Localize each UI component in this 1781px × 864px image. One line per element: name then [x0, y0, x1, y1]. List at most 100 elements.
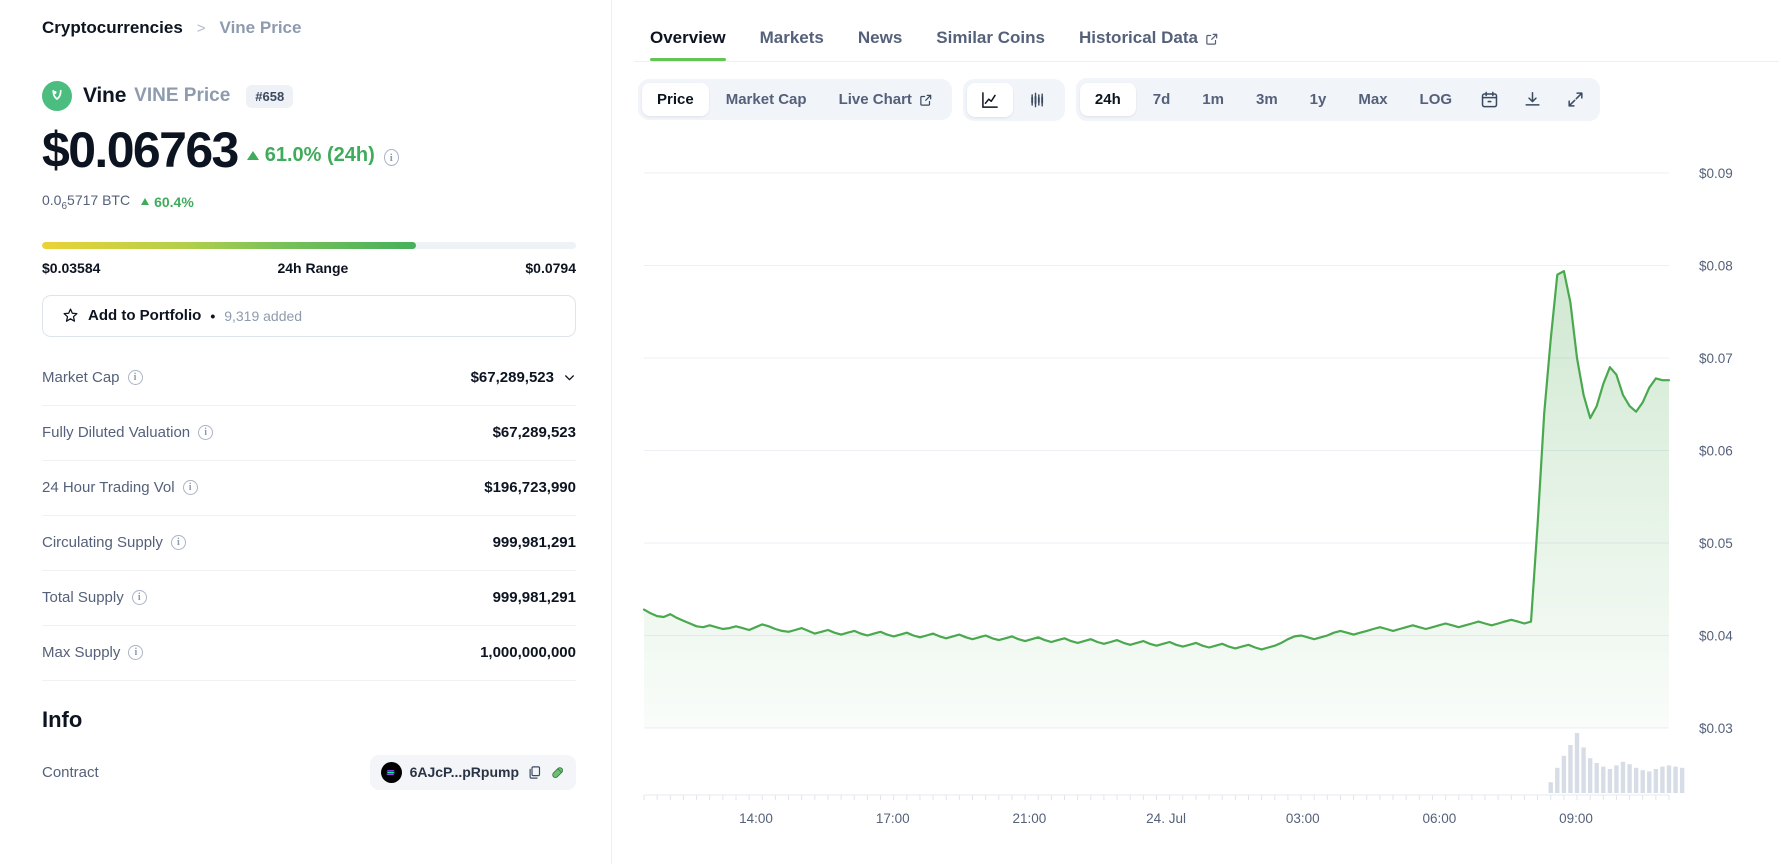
tab-overview[interactable]: Overview: [650, 28, 726, 61]
candlestick-chart-icon[interactable]: [1015, 83, 1061, 117]
coin-statistics-list: Market Cap i $67,289,523 Fully Diluted V…: [42, 351, 576, 681]
svg-text:03:00: 03:00: [1286, 811, 1320, 826]
stat-value-text: $67,289,523: [470, 369, 554, 387]
range-1y-button[interactable]: 1y: [1295, 83, 1342, 116]
stat-label-text: Market Cap: [42, 369, 120, 387]
stat-label-text: Fully Diluted Valuation: [42, 424, 191, 442]
info-icon[interactable]: i: [128, 645, 144, 661]
svg-text:14:00: 14:00: [739, 811, 773, 826]
download-icon[interactable]: [1512, 82, 1553, 117]
stat-value: 1,000,000,000: [480, 644, 576, 662]
triangle-up-icon: [246, 151, 259, 160]
breadcrumb: Cryptocurrencies > Vine Price: [42, 18, 576, 38]
contract-address-pill[interactable]: 6AJcP...pRpump: [369, 754, 576, 790]
price-range-fill: [42, 241, 416, 249]
price-range-labels: $0.03584 24h Range $0.0794: [42, 260, 576, 276]
svg-text:$0.08: $0.08: [1699, 259, 1733, 274]
star-icon: [62, 307, 79, 324]
metric-selector: Price Market Cap Live Chart: [638, 79, 952, 120]
stat-row-24-hour-trading-vol: 24 Hour Trading Vol i $196,723,990: [42, 461, 576, 516]
metric-price-button[interactable]: Price: [642, 83, 709, 116]
stat-row-max-supply: Max Supply i 1,000,000,000: [42, 626, 576, 681]
calendar-icon[interactable]: [1469, 82, 1510, 117]
stat-label: Market Cap i: [42, 369, 143, 386]
info-icon[interactable]: i: [182, 480, 198, 496]
range-max-button[interactable]: Max: [1343, 83, 1402, 116]
time-range-selector: 24h 7d 1m 3m 1y Max LOG: [1075, 78, 1601, 121]
btc-price-subscript: 6: [61, 200, 68, 212]
price-change-value: 61.0% (24h): [264, 144, 375, 166]
tab-label: Overview: [650, 28, 726, 47]
contract-label: Contract: [42, 763, 99, 781]
stat-label-text: Max Supply: [42, 644, 121, 662]
contract-row: Contract 6AJcP...pRpump: [42, 754, 576, 790]
coin-identity: Vine VINE Price #658: [42, 81, 576, 111]
breadcrumb-separator-icon: >: [196, 19, 206, 37]
current-price: $0.06763: [42, 122, 239, 178]
stat-label-text: Total Supply: [42, 589, 124, 607]
stat-label-text: 24 Hour Trading Vol: [42, 479, 175, 497]
coin-ticker-label: VINE Price: [134, 85, 231, 106]
price-info-icon[interactable]: i: [383, 149, 399, 166]
stat-value: $196,723,990: [484, 479, 576, 497]
range-1m-button[interactable]: 1m: [1187, 83, 1239, 116]
metric-label: Market Cap: [725, 91, 807, 108]
tab-historical-data[interactable]: Historical Data: [1079, 28, 1219, 61]
external-link-icon: [1205, 31, 1219, 45]
range-24h-button[interactable]: 24h: [1079, 83, 1136, 116]
range-low: $0.03584: [42, 259, 101, 276]
breadcrumb-current: Vine Price: [219, 18, 302, 37]
portfolio-added-count: 9,319 added: [224, 307, 303, 324]
range-title: 24h Range: [277, 259, 349, 276]
btc-price-row: 0.065717 BTC 60.4%: [42, 192, 576, 212]
stat-label: 24 Hour Trading Vol i: [42, 479, 198, 496]
svg-text:$0.04: $0.04: [1699, 629, 1733, 644]
tab-label: Markets: [759, 28, 824, 47]
stat-label: Circulating Supply i: [42, 534, 186, 551]
stat-value: 999,981,291: [492, 589, 576, 607]
svg-text:$0.09: $0.09: [1699, 166, 1733, 181]
stat-row-market-cap[interactable]: Market Cap i $67,289,523: [42, 351, 576, 406]
range-3m-button[interactable]: 3m: [1241, 83, 1293, 116]
expand-icon[interactable]: [1555, 82, 1596, 117]
triangle-up-icon: [141, 198, 150, 206]
svg-text:06:00: 06:00: [1423, 811, 1457, 826]
stat-label-text: Circulating Supply: [42, 534, 163, 552]
stat-row-circulating-supply: Circulating Supply i 999,981,291: [42, 516, 576, 571]
stat-row-fully-diluted-valuation: Fully Diluted Valuation i $67,289,523: [42, 406, 576, 461]
tab-label: News: [857, 28, 903, 47]
info-section-heading: Info: [42, 706, 83, 732]
range-7d-button[interactable]: 7d: [1138, 83, 1186, 116]
line-chart-icon[interactable]: [966, 82, 1013, 117]
metric-live-chart-button[interactable]: Live Chart: [824, 83, 948, 116]
info-icon[interactable]: i: [170, 535, 186, 551]
svg-text:17:00: 17:00: [876, 811, 910, 826]
range-label: 1y: [1309, 91, 1327, 108]
breadcrumb-parent-link[interactable]: Cryptocurrencies: [42, 18, 183, 37]
range-label: 3m: [1255, 91, 1278, 108]
chevron-down-icon[interactable]: [563, 371, 576, 384]
copy-icon[interactable]: [527, 765, 542, 780]
add-to-portfolio-button[interactable]: Add to Portfolio • 9,319 added: [42, 294, 576, 337]
price-range-bar: [42, 241, 576, 249]
info-icon[interactable]: i: [127, 370, 143, 386]
range-log-button[interactable]: LOG: [1405, 83, 1468, 116]
range-high: $0.0794: [525, 259, 576, 276]
info-icon[interactable]: i: [198, 425, 214, 441]
range-label: 1m: [1202, 91, 1224, 108]
pill-icon[interactable]: [550, 765, 565, 780]
coin-rank-badge: #658: [246, 84, 294, 108]
tab-markets[interactable]: Markets: [760, 28, 824, 61]
price-chart-svg[interactable]: $0.09 $0.08 $0.07 $0.06 $0.05 $0.04 $0.03 14:00…: [634, 133, 1779, 833]
tab-label: Similar Coins: [936, 28, 1045, 47]
metric-market-cap-button[interactable]: Market Cap: [711, 83, 822, 116]
price-chart[interactable]: $0.09 $0.08 $0.07 $0.06 $0.05 $0.04 $0.03 14:00…: [634, 133, 1779, 833]
stat-value: $67,289,523: [492, 424, 576, 442]
tab-similar-coins[interactable]: Similar Coins: [936, 28, 1045, 61]
info-icon[interactable]: i: [131, 590, 147, 606]
btc-change-value: 60.4%: [154, 193, 194, 210]
tab-news[interactable]: News: [858, 28, 902, 61]
price-change-24h: 61.0% (24h): [246, 144, 375, 175]
coin-tabs: Overview Markets News Similar Coins Hist…: [634, 0, 1779, 62]
